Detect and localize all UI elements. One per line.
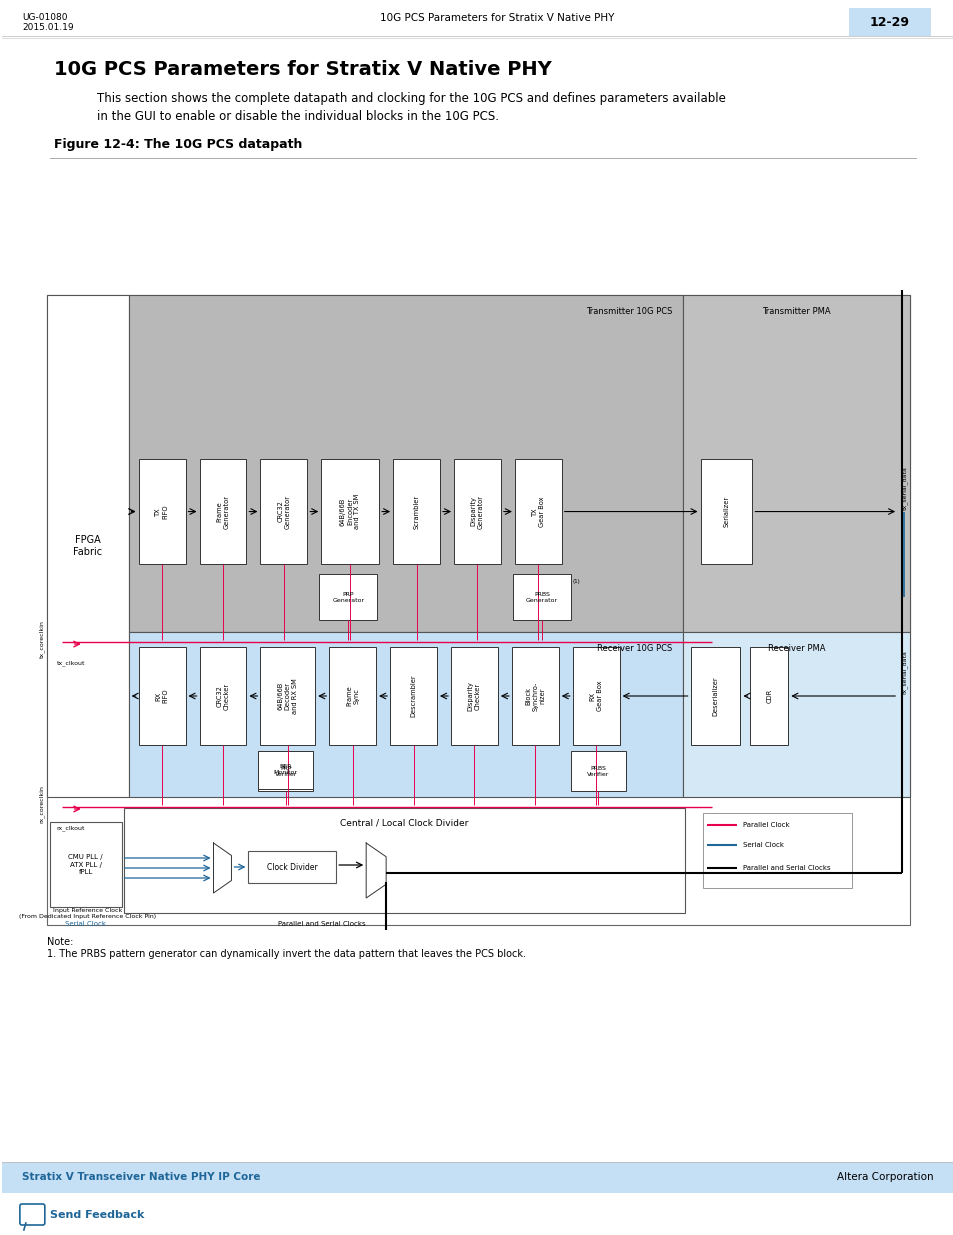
Text: tx_clkout: tx_clkout	[57, 659, 85, 666]
Bar	[2, 1162, 953, 1193]
Text: Parallel and Serial Clocks: Parallel and Serial Clocks	[742, 864, 830, 871]
Text: Descrambler: Descrambler	[410, 674, 416, 718]
Text: Serial Clock: Serial Clock	[742, 842, 783, 848]
FancyBboxPatch shape	[20, 1204, 45, 1225]
Bar	[701, 813, 851, 888]
Bar	[515, 459, 561, 564]
Text: Altera Corporation: Altera Corporation	[837, 1172, 933, 1182]
Text: FPGA
Fabric: FPGA Fabric	[73, 535, 102, 557]
Text: tx_serial_data: tx_serial_data	[902, 466, 907, 510]
Text: Parallel and Serial Clocks: Parallel and Serial Clocks	[278, 921, 366, 927]
Text: Block
Synchro-
nizer: Block Synchro- nizer	[524, 682, 545, 710]
Text: Disparity
Generator: Disparity Generator	[471, 494, 483, 529]
Bar	[129, 632, 681, 797]
Text: TX
FIFO: TX FIFO	[155, 504, 169, 519]
Bar	[260, 647, 314, 745]
Text: 10G PCS Parameters for Stratix V Native PHY: 10G PCS Parameters for Stratix V Native …	[379, 14, 614, 23]
Text: 2015.01.19: 2015.01.19	[22, 23, 73, 32]
Text: Frame
Generator: Frame Generator	[216, 494, 230, 529]
Polygon shape	[213, 844, 232, 893]
Text: Clock Divider: Clock Divider	[267, 862, 317, 872]
Bar	[700, 459, 752, 564]
Text: 12-29: 12-29	[869, 16, 908, 28]
Bar	[124, 808, 684, 913]
Bar	[248, 851, 335, 883]
Text: Transmitter PMA: Transmitter PMA	[761, 308, 830, 316]
Bar	[321, 459, 378, 564]
Text: (1): (1)	[572, 579, 580, 584]
Text: Input Reference Clock
(From Dedicated Input Reference Clock Pin): Input Reference Clock (From Dedicated In…	[19, 908, 156, 919]
Bar	[329, 647, 375, 745]
Bar	[50, 823, 122, 906]
Bar	[512, 647, 558, 745]
Text: RX
Gear Box: RX Gear Box	[589, 680, 602, 711]
Text: This section shows the complete datapath and clocking for the 10G PCS and define: This section shows the complete datapath…	[96, 91, 725, 124]
Text: Disparity
Checker: Disparity Checker	[467, 680, 480, 711]
Bar	[138, 647, 185, 745]
Bar	[848, 7, 930, 36]
Bar	[319, 574, 376, 620]
Bar	[258, 751, 313, 790]
Text: 10G PCS Parameters for Stratix V Native PHY: 10G PCS Parameters for Stratix V Native …	[53, 61, 551, 79]
Bar	[750, 647, 787, 745]
Polygon shape	[366, 844, 386, 898]
Bar	[129, 295, 681, 632]
Text: PRP
Verifier: PRP Verifier	[274, 766, 296, 777]
Text: Frame
Sync: Frame Sync	[346, 685, 359, 706]
Text: Send Feedback: Send Feedback	[50, 1209, 144, 1219]
Text: Receiver PMA: Receiver PMA	[767, 643, 824, 653]
Text: Receiver 10G PCS: Receiver 10G PCS	[597, 643, 672, 653]
Text: Central / Local Clock Divider: Central / Local Clock Divider	[339, 818, 468, 827]
Text: Figure 12-4: The 10G PCS datapath: Figure 12-4: The 10G PCS datapath	[53, 138, 302, 151]
Text: Serializer: Serializer	[722, 496, 729, 527]
Text: PRBS
Verifier: PRBS Verifier	[586, 766, 609, 777]
Text: 64B/66B
Decoder
and RX SM: 64B/66B Decoder and RX SM	[277, 678, 297, 714]
Bar	[570, 751, 625, 790]
Text: tx_coreclkin: tx_coreclkin	[39, 620, 45, 658]
Bar	[572, 647, 619, 745]
Text: Parallel Clock: Parallel Clock	[742, 823, 789, 827]
Text: Note:
1. The PRBS pattern generator can dynamically invert the data pattern that: Note: 1. The PRBS pattern generator can …	[47, 937, 525, 958]
Text: Stratix V Transceiver Native PHY IP Core: Stratix V Transceiver Native PHY IP Core	[22, 1172, 260, 1182]
Bar	[393, 459, 439, 564]
Text: Serial Clock: Serial Clock	[65, 921, 106, 927]
Bar	[513, 574, 570, 620]
Bar	[690, 647, 740, 745]
Bar	[681, 295, 909, 632]
Text: 64B/66B
Encoder
and TX SM: 64B/66B Encoder and TX SM	[339, 494, 360, 529]
Bar	[390, 647, 436, 745]
Text: UG-01080: UG-01080	[22, 14, 68, 22]
Bar	[199, 647, 246, 745]
Text: Scrambler: Scrambler	[414, 494, 419, 529]
Text: CDR: CDR	[765, 689, 772, 703]
Bar	[47, 295, 129, 797]
Bar	[454, 459, 500, 564]
Text: rx_clkout: rx_clkout	[57, 825, 85, 831]
Text: BER
Monitor: BER Monitor	[274, 764, 297, 776]
Bar	[260, 459, 307, 564]
Text: CRC32
Checker: CRC32 Checker	[216, 683, 230, 710]
Text: rx_coreclkin: rx_coreclkin	[39, 785, 45, 823]
Bar	[258, 751, 313, 789]
Bar	[681, 632, 909, 797]
Text: PRBS
Generator: PRBS Generator	[525, 592, 558, 603]
Bar	[199, 459, 246, 564]
Text: PRP
Generator: PRP Generator	[332, 592, 364, 603]
Text: Deserializer: Deserializer	[712, 677, 718, 716]
Bar	[451, 647, 497, 745]
Bar	[138, 459, 185, 564]
Text: CMU PLL /
ATX PLL /
fPLL: CMU PLL / ATX PLL / fPLL	[69, 855, 103, 874]
Bar	[47, 295, 909, 925]
Text: TX
Gear Box: TX Gear Box	[531, 496, 544, 527]
Text: CRC32
Generator: CRC32 Generator	[277, 494, 290, 529]
Text: rx_serial_data: rx_serial_data	[902, 650, 907, 694]
Text: RX
FIFO: RX FIFO	[155, 689, 169, 703]
Text: Transmitter 10G PCS: Transmitter 10G PCS	[585, 308, 672, 316]
